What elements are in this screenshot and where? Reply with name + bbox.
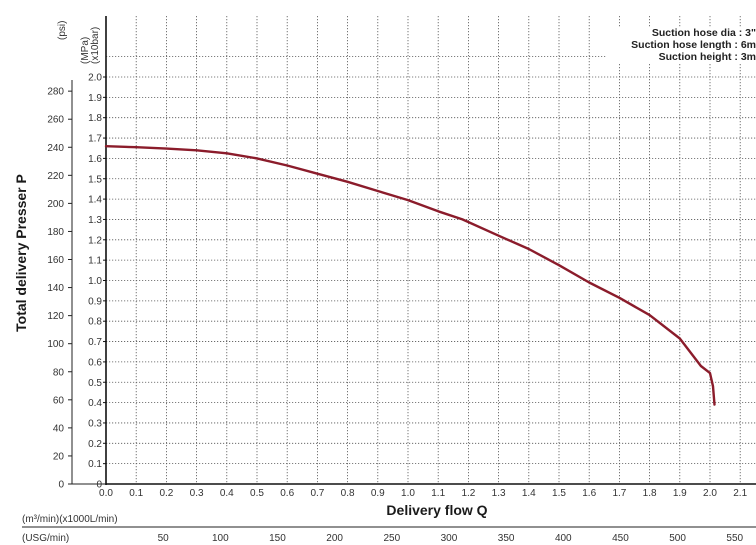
psi-tick-label: 220: [47, 171, 64, 182]
x-tick-label: 1.7: [612, 488, 626, 499]
mpa-tick-label: 0.5: [88, 378, 102, 389]
annotation-line-1: Suction hose dia : 3": [652, 27, 756, 39]
conditions-annotation: Suction hose dia : 3" Suction hose lengt…: [606, 27, 756, 63]
usg-unit-label: (USG/min): [22, 533, 69, 544]
mpa-tick-label: 0.2: [88, 439, 102, 450]
usg-tick-label: 450: [612, 533, 629, 544]
tick-labels: 0.0 0.1 0.2 0.3 0.4 0.5 0.6 0.7 0.8 0.9 1.0 1.1 1.2 1…: [47, 73, 747, 545]
x-tick-label: 0.7: [310, 488, 324, 499]
usg-tick-label: 400: [555, 533, 572, 544]
x-tick-label: 1.1: [431, 488, 445, 499]
psi-tick-label: 180: [47, 227, 64, 238]
psi-tick-label: 160: [47, 255, 64, 266]
psi-tick-label: 0: [58, 480, 64, 491]
usg-tick-label: 50: [158, 533, 170, 544]
mpa-tick-label: 1.2: [88, 235, 102, 246]
annotation-line-3: Suction height : 3m: [659, 51, 756, 63]
x-tick-label: 0.0: [99, 488, 113, 499]
x-tick-label: 0.2: [159, 488, 173, 499]
psi-tick-label: 80: [53, 367, 65, 378]
usg-tick-label: 550: [726, 533, 743, 544]
x-tick-label: 0.4: [220, 488, 234, 499]
grid-lines: [106, 16, 756, 484]
psi-tick-label: 140: [47, 283, 64, 294]
mpa-tick-label: 1.1: [88, 256, 102, 267]
x-tick-label: 1.0: [401, 488, 415, 499]
x-tick-label: 0.8: [341, 488, 355, 499]
x-tick-label: 0.1: [129, 488, 143, 499]
mpa-tick-label: 1.8: [88, 113, 102, 124]
x-tick-label: 1.6: [582, 488, 596, 499]
mpa-tick-label: 0.4: [88, 398, 102, 409]
mpa-tick-label: 1.6: [88, 154, 102, 165]
mpa-tick-label: 0.1: [88, 459, 102, 470]
mpa-tick-label: 2.0: [88, 73, 102, 84]
usg-tick-label: 150: [269, 533, 286, 544]
y-axis-title: Total delivery Presser P: [13, 174, 29, 332]
x-tick-label: 1.2: [461, 488, 475, 499]
usg-tick-label: 250: [383, 533, 400, 544]
x-tick-label: 0.9: [371, 488, 385, 499]
performance-curve-layer: [104, 145, 716, 406]
mpa-tick-label: 1.4: [88, 195, 102, 206]
x-tick-label: 1.4: [522, 488, 536, 499]
psi-tick-label: 280: [47, 87, 64, 98]
m3-unit-label: (m³/min)(x1000L/min): [22, 514, 118, 525]
annotation-line-2: Suction hose length : 6m: [631, 39, 756, 51]
x-tick-label: 0.3: [190, 488, 204, 499]
x-tick-label: 0.6: [280, 488, 294, 499]
mpa-tick-label: 0.6: [88, 357, 102, 368]
mpa-tick-label: 0.9: [88, 296, 102, 307]
axes: [68, 16, 756, 485]
performance-curve: [104, 145, 716, 406]
usg-tick-label: 350: [498, 533, 515, 544]
mpa-tick-label: 1.0: [88, 276, 102, 287]
psi-tick-label: 20: [53, 451, 65, 462]
mpa-tick-label: 0.8: [88, 317, 102, 328]
psi-tick-label: 60: [53, 395, 65, 406]
usg-tick-label: 100: [212, 533, 229, 544]
mpa-tick-label: 0.3: [88, 418, 102, 429]
mpa-tick-label: 1.3: [88, 215, 102, 226]
x-tick-label: 1.3: [492, 488, 506, 499]
psi-tick-label: 260: [47, 115, 64, 126]
x-axis-title: Delivery flow Q: [386, 502, 487, 518]
mpa-tick-label: 1.7: [88, 134, 102, 145]
usg-tick-label: 200: [326, 533, 343, 544]
bar-unit-label: (x10bar): [90, 27, 101, 64]
psi-tick-label: 200: [47, 199, 64, 210]
x-tick-label: 1.8: [643, 488, 657, 499]
x-tick-label: 2.1: [733, 488, 747, 499]
x-tick-label: 1.5: [552, 488, 566, 499]
psi-tick-label: 40: [53, 423, 65, 434]
mpa-tick-label: 0.7: [88, 337, 102, 348]
mpa-tick-label: 1.5: [88, 174, 102, 185]
psi-tick-label: 240: [47, 143, 64, 154]
usg-tick-label: 500: [669, 533, 686, 544]
psi-tick-label: 100: [47, 339, 64, 350]
mpa-unit-label: (MPa): [80, 37, 91, 64]
x-tick-label: 0.5: [250, 488, 264, 499]
x-tick-label: 1.9: [673, 488, 687, 499]
annotation-background: [606, 27, 756, 63]
psi-tick-label: 120: [47, 311, 64, 322]
usg-tick-label: 300: [441, 533, 458, 544]
mpa-tick-label: 1.9: [88, 93, 102, 104]
x-tick-label: 2.0: [703, 488, 717, 499]
psi-unit-label: (psi): [57, 21, 68, 40]
mpa-tick-label: 0: [96, 480, 102, 491]
